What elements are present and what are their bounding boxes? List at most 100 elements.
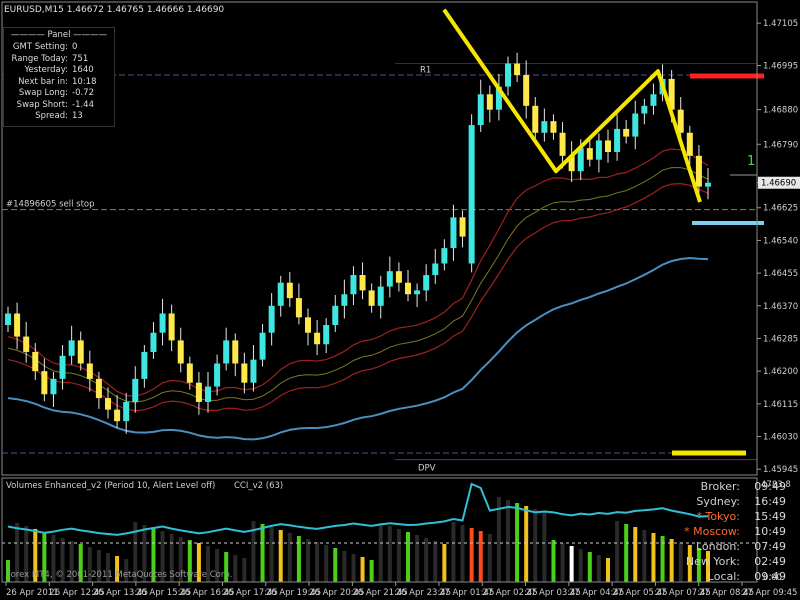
candle-body xyxy=(14,313,21,337)
volume-bar xyxy=(551,540,556,582)
candle-body xyxy=(223,340,230,364)
candle-body xyxy=(159,313,166,333)
volume-bar xyxy=(478,531,483,582)
candle-body xyxy=(477,94,484,126)
candle-body xyxy=(377,286,384,306)
ma-olive xyxy=(7,167,709,403)
panel-row: Swap Long: -0.72 xyxy=(4,88,114,100)
candle-body xyxy=(505,63,511,87)
volume-bar xyxy=(87,547,92,582)
volume-bar xyxy=(342,551,347,582)
clock-name: Local: xyxy=(707,570,740,583)
sub-scale-bottom: 0.00 xyxy=(763,573,782,583)
x-tick-label: 26 Apr 17:45 xyxy=(222,588,277,598)
volume-bar xyxy=(433,541,438,582)
candle-body xyxy=(468,125,475,264)
volume-bar xyxy=(542,512,547,582)
y-tick-label: 1.46030 xyxy=(763,433,798,443)
volume-bar xyxy=(242,558,247,582)
volume-bar xyxy=(633,527,638,582)
x-tick-label: 27 Apr 05:45 xyxy=(612,588,667,598)
candle-body xyxy=(314,332,321,345)
panel-value: 13 xyxy=(72,111,83,121)
x-tick-label: 26 Apr 21:45 xyxy=(352,588,407,598)
candle-body xyxy=(595,140,602,160)
panel-key: Swap Long: xyxy=(18,88,68,98)
volume-bar xyxy=(96,550,101,582)
volume-bar xyxy=(51,535,56,582)
clock-name: London: xyxy=(695,540,740,553)
candle-body xyxy=(114,409,121,422)
volume-bar xyxy=(369,560,374,582)
clock-row: Sydney: 16:49 xyxy=(646,495,786,508)
clock-time: 15:49 xyxy=(754,510,786,523)
volume-bar xyxy=(615,521,620,582)
candle-body xyxy=(686,132,693,156)
main-plot-frame xyxy=(1,1,758,476)
volume-bar xyxy=(687,545,692,582)
volume-bar xyxy=(133,522,138,582)
volume-bar xyxy=(606,558,610,582)
panel-key: Yesterday: xyxy=(24,65,68,75)
candle-body xyxy=(59,355,66,379)
candle-body xyxy=(77,340,84,364)
clock-row: Local: 09:49 xyxy=(646,570,786,583)
candlesticks xyxy=(5,52,711,434)
candle-body xyxy=(623,128,630,137)
volume-bar xyxy=(151,528,156,582)
y-tick-label: 1.46285 xyxy=(763,334,798,344)
x-tick-label: 27 Apr 02:45 xyxy=(482,588,537,598)
volume-bar xyxy=(524,506,529,582)
volume-bar xyxy=(296,536,301,582)
clock-name: Broker: xyxy=(700,480,740,493)
candle-body xyxy=(414,290,421,295)
volume-bar xyxy=(178,537,183,582)
volume-bar xyxy=(424,538,429,582)
panel-key: Spread: xyxy=(35,111,68,121)
y-tick-label: 1.46200 xyxy=(763,367,798,377)
candle-body xyxy=(695,155,702,187)
x-tick-label: 26 Apr 20:45 xyxy=(309,588,364,598)
volume-bar xyxy=(169,534,174,582)
cci-indicator-label: CCI_v2 (63) xyxy=(234,481,284,491)
panel-row: Next bar in: 10:18 xyxy=(4,77,114,89)
ma-red-upper xyxy=(7,148,709,397)
candle-body xyxy=(405,282,411,295)
y-tick-label: 1.46880 xyxy=(763,106,798,116)
volume-bar xyxy=(496,497,501,582)
volume-bar xyxy=(269,527,274,582)
clock-time: 09:49 xyxy=(754,570,786,583)
candle-body xyxy=(150,332,157,352)
volume-bar xyxy=(78,544,83,582)
y-tick-label: 1.47105 xyxy=(763,19,798,29)
volume-bar xyxy=(587,552,592,582)
panel-value: 751 xyxy=(72,53,89,64)
volume-bar xyxy=(233,555,238,582)
y-tick-label: 1.46790 xyxy=(763,140,798,150)
x-tick-label: 27 Apr 03:45 xyxy=(526,588,581,598)
volume-bar xyxy=(578,549,583,582)
sub-scale-top: 4783.8 xyxy=(761,480,791,490)
x-tick-label: 27 Apr 09:45 xyxy=(742,588,797,598)
candle-body xyxy=(577,148,584,172)
volume-bar xyxy=(124,559,129,582)
candle-body xyxy=(368,290,375,306)
panel-key: Next bar in: xyxy=(18,76,68,87)
volume-bar xyxy=(306,539,310,582)
candle-body xyxy=(232,340,239,364)
volume-bar xyxy=(278,530,283,582)
panel-row: Yesterday: 1640 xyxy=(4,65,114,77)
volume-bar xyxy=(678,542,683,582)
volume-bar xyxy=(460,525,465,582)
volume-bar xyxy=(442,544,447,582)
marker-label: 1 xyxy=(747,154,755,169)
volume-bar xyxy=(596,555,601,582)
y-tick-label: 1.46540 xyxy=(763,236,798,246)
zigzag-path xyxy=(442,8,702,203)
candle-body xyxy=(332,305,339,326)
volume-bar xyxy=(451,522,456,582)
y-tick-label: 1.46370 xyxy=(763,302,798,312)
chart-title: EURUSD,M15 1.46672 1.46765 1.46666 1.466… xyxy=(4,5,225,15)
x-tick-label: 26 Apr 19:45 xyxy=(266,588,321,598)
